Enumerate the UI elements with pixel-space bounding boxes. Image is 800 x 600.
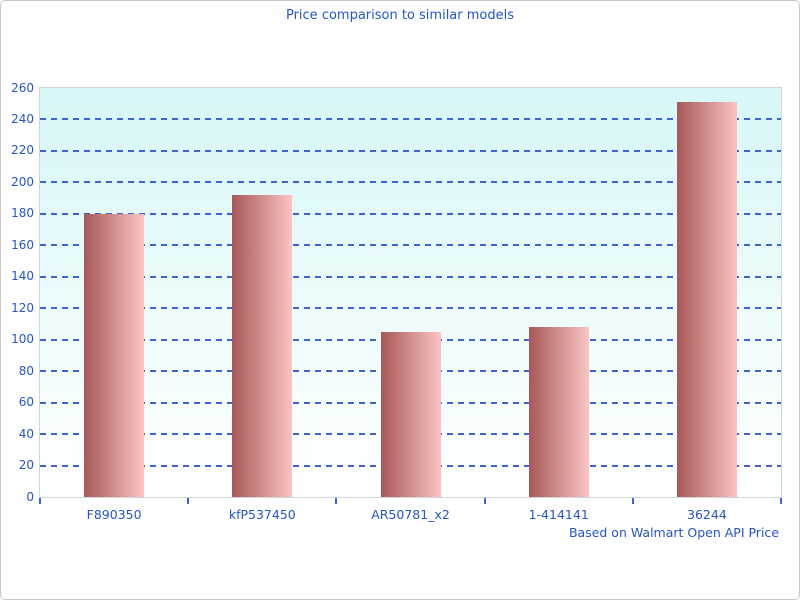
y-tick-label: 220: [11, 143, 34, 158]
gridline: [40, 181, 781, 184]
bar: [84, 213, 145, 497]
bar: [232, 194, 293, 497]
x-tick-label: kfP537450: [228, 507, 296, 522]
plot-area: [39, 87, 782, 498]
x-tick: [39, 498, 41, 504]
y-tick-label: 80: [18, 363, 34, 378]
y-tick-label: 260: [11, 80, 34, 95]
y-tick-label: 240: [11, 111, 34, 126]
y-tick-label: 20: [18, 458, 34, 473]
y-tick-label: 60: [18, 395, 34, 410]
gridline: [40, 118, 781, 121]
gridline: [40, 307, 781, 310]
x-axis: F890350 kfP537450 AR50781_x2 1-414141 36244: [39, 497, 782, 541]
y-tick-label: 40: [18, 426, 34, 441]
bar: [676, 102, 737, 497]
gridline: [40, 212, 781, 215]
y-tick-label: 0: [26, 489, 34, 504]
y-tick-label: 120: [11, 300, 34, 315]
x-tick: [187, 498, 190, 504]
y-tick-label: 160: [11, 237, 34, 252]
x-tick: [335, 498, 338, 504]
x-tick-label: 1-414141: [528, 507, 589, 522]
chart-title: Price comparison to similar models: [285, 8, 515, 23]
y-tick-label: 100: [11, 332, 34, 347]
x-tick: [780, 498, 782, 504]
x-tick-label: AR50781_x2: [371, 507, 450, 522]
x-tick: [483, 498, 486, 504]
gridline: [40, 275, 781, 278]
y-tick-label: 200: [11, 174, 34, 189]
bar: [380, 331, 441, 497]
y-tick-label: 140: [11, 269, 34, 284]
source-note: Based on Walmart Open API Price: [568, 525, 779, 540]
x-tick: [631, 498, 634, 504]
x-tick-label: F890350: [86, 507, 142, 522]
y-axis: 0 20 40 60 80 100 120 140 160 180 200 220 240 260: [1, 81, 34, 504]
x-tick-label: 36244: [687, 507, 727, 522]
bar: [528, 327, 589, 497]
gridline: [40, 149, 781, 152]
gridline: [40, 244, 781, 247]
y-tick-label: 180: [11, 206, 34, 221]
